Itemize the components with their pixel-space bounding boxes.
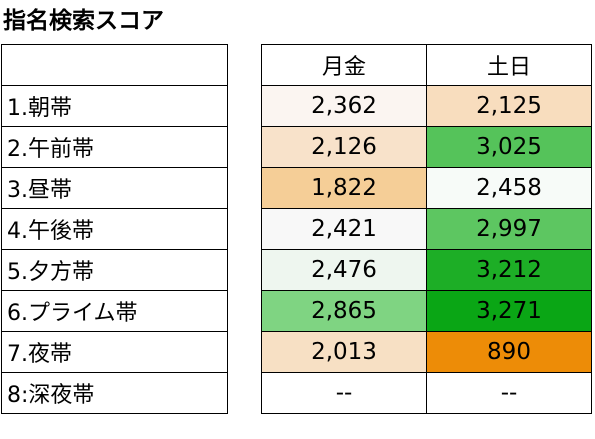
label-row: 2.午前帯 <box>1 126 228 168</box>
score-cell-weekend: 3,271 <box>426 290 592 332</box>
score-header-row: 月金 土日 <box>261 44 592 86</box>
row-label-table: 1.朝帯 2.午前帯 3.昼帯 4.午後帯 5.夕方帯 6.プライム帯 7.夜帯… <box>1 44 228 414</box>
column-header-weekday: 月金 <box>261 44 427 86</box>
score-cell-weekend: 3,212 <box>426 249 592 291</box>
score-row: 1,822 2,458 <box>261 167 592 209</box>
label-row: 1.朝帯 <box>1 85 228 127</box>
score-row: 2,421 2,997 <box>261 208 592 250</box>
label-row: 8:深夜帯 <box>1 372 228 414</box>
row-label-cell: 2.午前帯 <box>1 126 228 168</box>
score-cell-weekday: -- <box>261 372 427 414</box>
score-cell-weekday: 1,822 <box>261 167 427 209</box>
score-row: 2,013 890 <box>261 331 592 373</box>
score-row: -- -- <box>261 372 592 414</box>
label-row: 4.午後帯 <box>1 208 228 250</box>
label-row: 7.夜帯 <box>1 331 228 373</box>
row-label-cell: 3.昼帯 <box>1 167 228 209</box>
row-label-cell: 7.夜帯 <box>1 331 228 373</box>
label-header-row <box>1 44 228 86</box>
page-title: 指名検索スコア <box>3 8 164 34</box>
label-row: 6.プライム帯 <box>1 290 228 332</box>
score-table: 月金 土日 2,362 2,125 2,126 3,025 1,822 2,45… <box>261 44 592 414</box>
score-row: 2,126 3,025 <box>261 126 592 168</box>
score-row: 2,362 2,125 <box>261 85 592 127</box>
row-label-cell: 1.朝帯 <box>1 85 228 127</box>
score-cell-weekend: 2,458 <box>426 167 592 209</box>
score-cell-weekday: 2,126 <box>261 126 427 168</box>
label-row: 3.昼帯 <box>1 167 228 209</box>
score-cell-weekend: 890 <box>426 331 592 373</box>
score-cell-weekend: 2,997 <box>426 208 592 250</box>
row-label-cell: 6.プライム帯 <box>1 290 228 332</box>
score-row: 2,476 3,212 <box>261 249 592 291</box>
score-cell-weekend: -- <box>426 372 592 414</box>
row-label-cell: 8:深夜帯 <box>1 372 228 414</box>
score-cell-weekend: 2,125 <box>426 85 592 127</box>
score-cell-weekday: 2,476 <box>261 249 427 291</box>
score-cell-weekday: 2,865 <box>261 290 427 332</box>
score-cell-weekday: 2,421 <box>261 208 427 250</box>
score-cell-weekday: 2,362 <box>261 85 427 127</box>
score-row: 2,865 3,271 <box>261 290 592 332</box>
label-header-cell <box>1 44 228 86</box>
label-row: 5.夕方帯 <box>1 249 228 291</box>
score-cell-weekday: 2,013 <box>261 331 427 373</box>
column-header-weekend: 土日 <box>426 44 592 86</box>
row-label-cell: 4.午後帯 <box>1 208 228 250</box>
row-label-cell: 5.夕方帯 <box>1 249 228 291</box>
score-cell-weekend: 3,025 <box>426 126 592 168</box>
